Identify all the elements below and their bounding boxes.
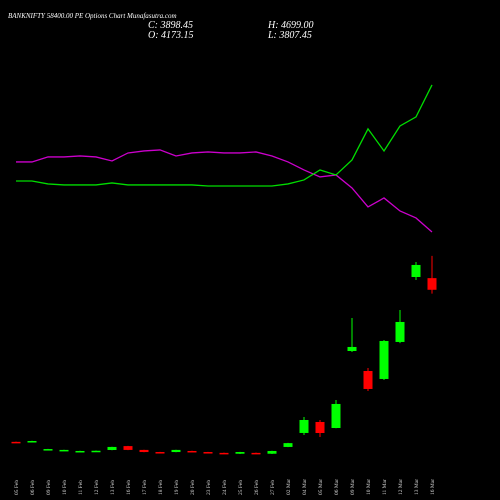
- x-tick-label: 13 Mar: [414, 479, 420, 495]
- indicator-line: [16, 149, 433, 233]
- x-tick-label: 05 Feb: [14, 480, 20, 495]
- candle-body: [411, 264, 421, 277]
- candle-body: [59, 449, 69, 452]
- x-tick-label: 02 Mar: [286, 479, 292, 495]
- x-tick-label: 27 Feb: [270, 480, 276, 495]
- candle-body: [219, 452, 229, 455]
- candle-body: [187, 450, 197, 453]
- candle-body: [139, 449, 149, 453]
- candle-body: [11, 441, 21, 444]
- close-info: C: 3898.45: [148, 20, 193, 31]
- x-tick-label: 06 Mar: [334, 479, 340, 495]
- candle-body: [299, 419, 309, 433]
- candle-body: [347, 346, 357, 351]
- candle-body: [283, 443, 293, 447]
- candle-body: [251, 452, 261, 455]
- candle-body: [331, 403, 341, 429]
- candle-body: [315, 421, 325, 434]
- candle-body: [171, 449, 181, 453]
- x-tick-label: 11 Mar: [382, 479, 388, 495]
- x-tick-label: 09 Feb: [46, 480, 52, 495]
- x-tick-label: 16 Mar: [430, 479, 436, 495]
- candle-body: [427, 278, 437, 290]
- chart-title: BANKNIFTY 58400.00 PE Options Chart Muna…: [8, 12, 177, 20]
- x-tick-label: 26 Feb: [254, 480, 260, 495]
- candle-body: [75, 450, 85, 453]
- x-tick-label: 12 Mar: [398, 479, 404, 495]
- candle-body: [395, 321, 405, 342]
- x-tick-label: 10 Feb: [62, 480, 68, 495]
- candle-body: [91, 450, 101, 453]
- x-tick-label: 05 Mar: [318, 479, 324, 495]
- x-tick-label: 19 Feb: [174, 480, 180, 495]
- candle-body: [123, 446, 133, 450]
- x-tick-label: 13 Feb: [110, 480, 116, 495]
- x-tick-label: 04 Mar: [302, 479, 308, 495]
- x-tick-label: 24 Feb: [222, 480, 228, 495]
- candle-body: [155, 452, 165, 454]
- x-tick-label: 12 Feb: [94, 480, 100, 495]
- x-tick-label: 25 Feb: [238, 480, 244, 495]
- candle-body: [379, 340, 389, 379]
- x-tick-label: 20 Feb: [190, 480, 196, 495]
- x-tick-label: 18 Feb: [158, 480, 164, 495]
- candle-body: [363, 371, 373, 389]
- x-tick-label: 17 Feb: [142, 480, 148, 495]
- x-tick-label: 16 Feb: [126, 480, 132, 495]
- open-info: O: 4173.15: [148, 30, 194, 41]
- candle-body: [235, 452, 245, 454]
- indicator-line: [16, 84, 433, 187]
- high-info: H: 4699.00: [267, 20, 314, 31]
- x-tick-label: 06 Feb: [30, 480, 36, 495]
- candle-body: [27, 441, 37, 443]
- x-tick-label: 09 Mar: [350, 479, 356, 495]
- candle-body: [267, 450, 277, 454]
- candle-body: [107, 446, 117, 450]
- x-tick-label: 11 Feb: [78, 480, 84, 495]
- low-info: L: 3807.45: [267, 30, 312, 41]
- candle-body: [203, 452, 213, 454]
- x-tick-label: 10 Mar: [366, 479, 372, 495]
- candle-body: [43, 449, 53, 451]
- x-tick-label: 23 Feb: [206, 480, 212, 495]
